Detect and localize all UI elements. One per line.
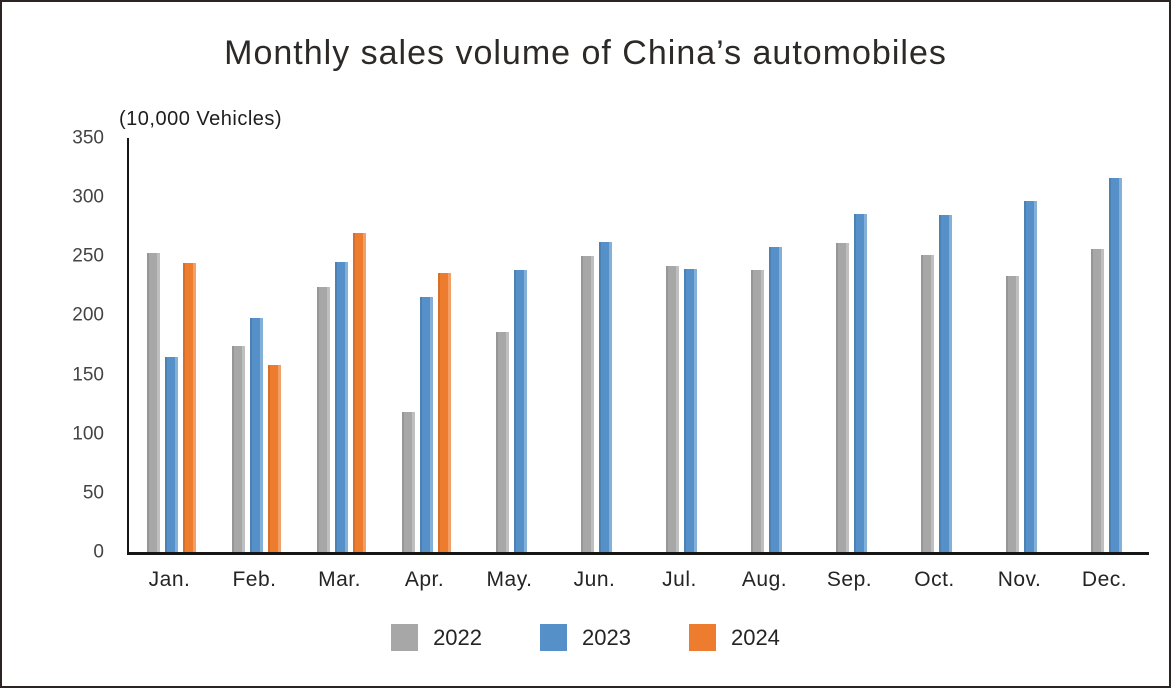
- bar-group-dec: [1064, 138, 1149, 552]
- y-axis-tick-labels: 0 50 100 150 200 250 300 350: [38, 129, 104, 562]
- plot-area: [127, 138, 1149, 555]
- legend-swatch-2023: [540, 624, 568, 651]
- bar-2022-sep: [836, 243, 849, 552]
- bar-group-jul: [639, 138, 724, 552]
- bar-group-sep: [809, 138, 894, 552]
- y-tick-label-100: 100: [72, 423, 104, 445]
- x-tick-label-jun: Jun.: [573, 568, 616, 591]
- bar-group-jun: [554, 138, 639, 552]
- bar-2023-jun: [599, 242, 612, 552]
- bar-2024-apr: [438, 272, 451, 552]
- legend-label-2023: 2023: [582, 624, 631, 650]
- bar-2023-apr: [420, 296, 433, 552]
- x-tick-label-apr: Apr.: [404, 568, 445, 591]
- legend-label-2024: 2024: [730, 624, 780, 650]
- x-tick-label-may: May.: [486, 568, 533, 591]
- bar-group-nov: [979, 138, 1064, 552]
- bar-group-jan: [129, 138, 214, 552]
- x-tick-label-aug: Aug.: [741, 568, 788, 591]
- y-tick-label-350: 350: [72, 127, 104, 149]
- bar-2022-dec: [1091, 249, 1104, 552]
- bar-2024-mar: [353, 232, 366, 552]
- bar-2024-feb: [268, 365, 281, 552]
- bar-group-feb: [214, 138, 299, 552]
- bar-2022-oct: [921, 255, 934, 552]
- x-tick-label-dec: Dec.: [1081, 568, 1128, 591]
- bar-group-aug: [724, 138, 809, 552]
- bar-group-oct: [894, 138, 979, 552]
- y-tick-label-250: 250: [72, 245, 104, 267]
- bar-2023-dec: [1109, 178, 1122, 552]
- legend-swatch-2024: [688, 624, 716, 651]
- x-axis-labels: Jan. Feb. Mar. Apr. May. Jun. Jul. Aug. Sep. Oct.…: [127, 568, 1147, 592]
- bar-group-mar: [299, 138, 384, 552]
- legend-label-2022: 2022: [433, 624, 483, 650]
- y-tick-label-200: 200: [72, 304, 104, 326]
- bar-2023-jul: [684, 269, 697, 552]
- bar-2022-aug: [751, 270, 764, 552]
- chart-title: Monthly sales volume of China’s automobi…: [224, 34, 947, 72]
- x-tick-label-feb: Feb.: [232, 568, 277, 591]
- x-tick-label-oct: Oct.: [914, 568, 955, 591]
- x-tick-label-sep: Sep.: [826, 568, 873, 591]
- x-tick-label-jan: Jan.: [148, 568, 191, 591]
- bar-2022-feb: [232, 346, 245, 552]
- bar-2023-sep: [854, 213, 867, 552]
- bar-2022-apr: [402, 412, 415, 552]
- bar-2022-mar: [317, 287, 330, 552]
- bar-2023-aug: [769, 246, 782, 552]
- bar-2023-oct: [939, 214, 952, 552]
- bar-2022-jun: [581, 256, 594, 552]
- bar-2022-may: [496, 332, 509, 552]
- y-axis-unit-label: (10,000 Vehicles): [119, 108, 283, 130]
- x-tick-label-jul: Jul.: [662, 568, 697, 591]
- bar-2023-jan: [165, 356, 178, 552]
- bar-2023-feb: [250, 317, 263, 552]
- legend: 2022 2023 2024: [2, 624, 1169, 651]
- legend-item-2022: 2022: [391, 624, 482, 651]
- legend-item-2024: 2024: [688, 624, 780, 651]
- bar-group-may: [469, 138, 554, 552]
- bar-2022-nov: [1006, 276, 1019, 552]
- y-tick-label-300: 300: [72, 186, 104, 208]
- x-tick-label-nov: Nov.: [997, 568, 1042, 591]
- bar-group-apr: [384, 138, 469, 552]
- bar-2022-jul: [666, 265, 679, 552]
- legend-swatch-2022: [391, 624, 419, 651]
- bar-2024-jan: [183, 263, 196, 552]
- bar-2022-jan: [147, 252, 160, 552]
- legend-item-2023: 2023: [540, 624, 631, 651]
- bar-2023-mar: [335, 262, 348, 552]
- y-tick-label-0: 0: [93, 541, 104, 563]
- bar-2023-may: [514, 270, 527, 552]
- x-tick-label-mar: Mar.: [318, 568, 361, 591]
- y-tick-label-50: 50: [82, 482, 104, 504]
- bar-2023-nov: [1024, 200, 1037, 552]
- y-tick-label-150: 150: [72, 364, 104, 386]
